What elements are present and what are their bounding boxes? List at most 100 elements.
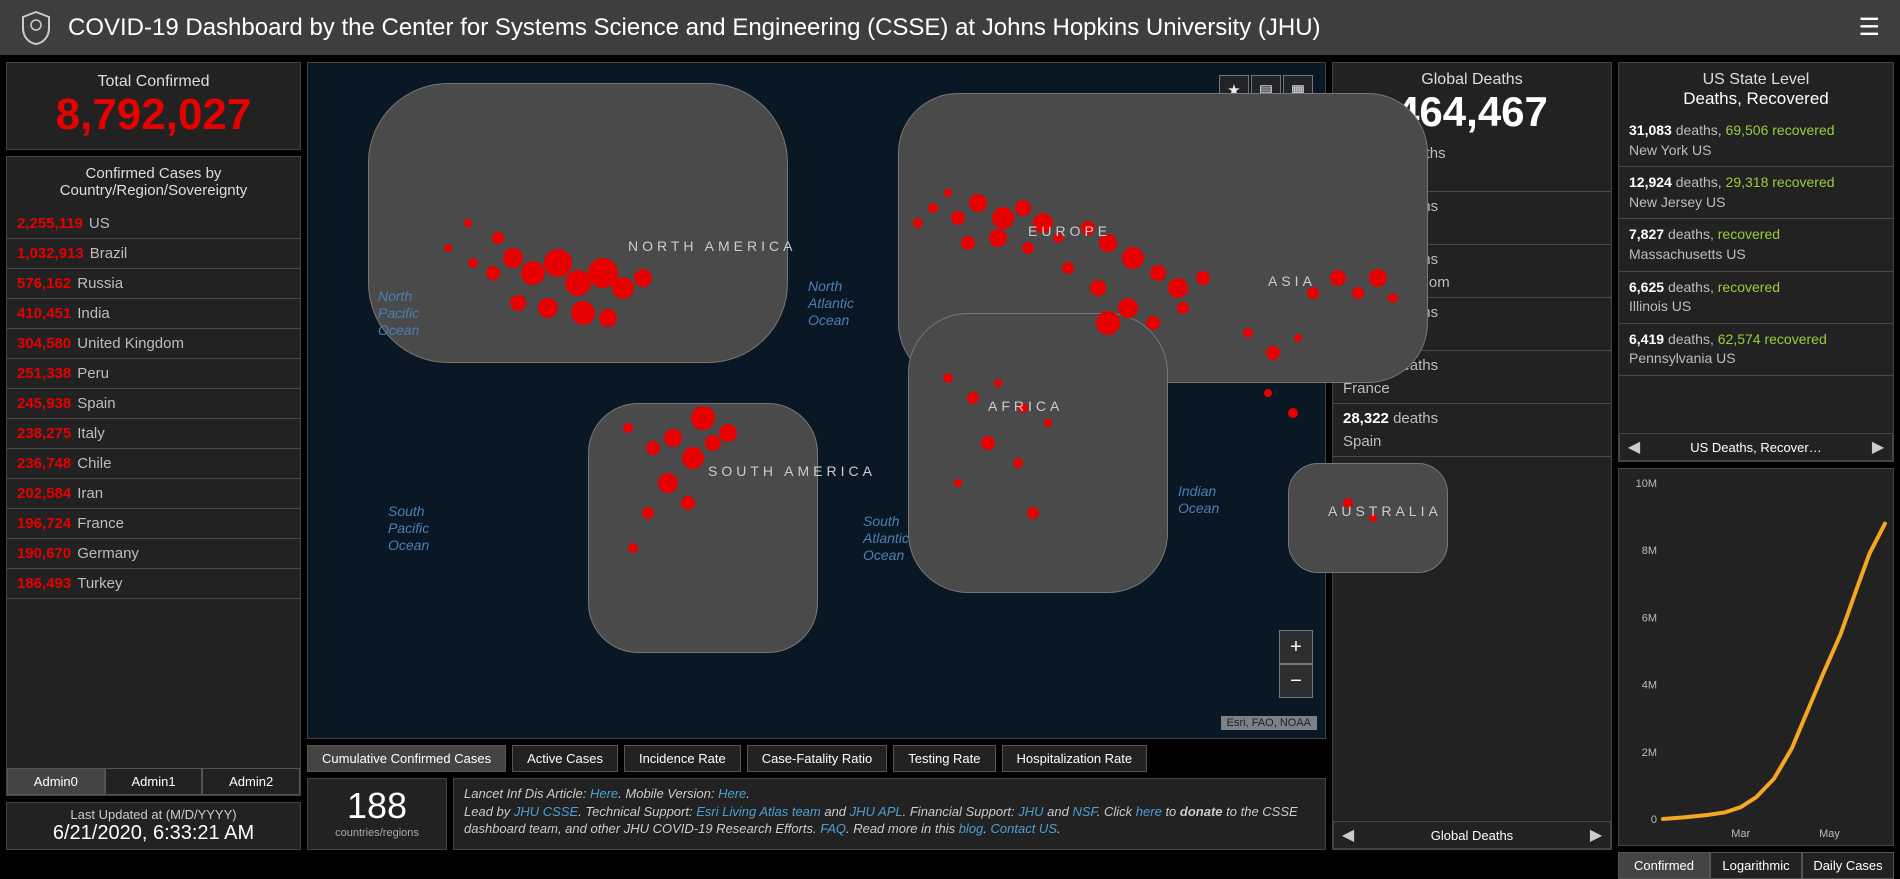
svg-text:4M: 4M [1642,680,1657,692]
zoom-in-button[interactable]: + [1279,630,1313,664]
cases-chart: 02M4M6M8M10MMarMay [1618,468,1894,846]
chart-tabs: ConfirmedLogarithmicDaily Cases [1618,852,1894,879]
country-row[interactable]: 190,670 Germany [7,539,300,569]
credits-row: 188 countries/regions Lancet Inf Dis Art… [307,778,1326,850]
timestamp-panel: Last Updated at (M/D/YYYY) 6/21/2020, 6:… [6,802,301,850]
country-name: Spain [1343,433,1381,450]
world-map[interactable]: ★ ▤ ▦ + − Esri, FAO, NOAA NORTH AMERICAE… [307,62,1326,739]
timestamp-value: 6/21/2020, 6:33:21 AM [7,822,300,845]
state-name: New Jersey US [1629,193,1883,213]
header: COVID-19 Dashboard by the Center for Sys… [0,0,1900,56]
case-count: 196,724 [17,515,71,532]
state-row[interactable]: 31,083 deaths, 69,506 recoveredNew York … [1619,115,1893,167]
chart-tab[interactable]: Confirmed [1618,852,1710,879]
country-name: Italy [77,425,105,442]
country-row[interactable]: 410,451 India [7,299,300,329]
country-name: Spain [77,395,115,412]
death-count: 6,419 [1629,331,1664,347]
country-name: France [77,515,124,532]
menu-icon[interactable]: ☰ [1858,13,1880,42]
country-name: Brazil [90,245,128,262]
chevron-left-icon[interactable]: ◀ [1620,437,1648,457]
country-name: Germany [77,545,139,562]
death-count: 31,083 [1629,122,1672,138]
admin-tab[interactable]: Admin1 [105,768,203,795]
countries-list[interactable]: 2,255,119 US1,032,913 Brazil576,162 Russ… [7,209,300,768]
case-count: 236,748 [17,455,71,472]
chart-tab[interactable]: Daily Cases [1802,852,1894,879]
country-row[interactable]: 196,724 France [7,509,300,539]
map-layer-tab[interactable]: Hospitalization Rate [1002,745,1148,772]
country-row[interactable]: 238,275 Italy [7,419,300,449]
countries-count-value: 188 [314,785,440,827]
state-chart-column: US State Level Deaths, Recovered 31,083 … [1618,62,1894,850]
total-confirmed-value: 8,792,027 [19,91,288,139]
state-row[interactable]: 12,924 deaths, 29,318 recoveredNew Jerse… [1619,167,1893,219]
admin-tab[interactable]: Admin2 [202,768,300,795]
land-mass [588,403,818,653]
svg-text:Mar: Mar [1731,828,1750,840]
main: Total Confirmed 8,792,027 Confirmed Case… [0,56,1900,856]
svg-text:0: 0 [1651,814,1657,826]
map-layer-tab[interactable]: Cumulative Confirmed Cases [307,745,506,772]
case-count: 304,580 [17,335,71,352]
country-row[interactable]: 304,580 United Kingdom [7,329,300,359]
case-count: 1,032,913 [17,245,84,262]
map-layer-tab[interactable]: Incidence Rate [624,745,741,772]
case-count: 576,162 [17,275,71,292]
state-row[interactable]: 7,827 deaths, recoveredMassachusetts US [1619,219,1893,271]
state-name: Illinois US [1629,297,1883,317]
death-count: 7,827 [1629,226,1664,242]
states-list[interactable]: 31,083 deaths, 69,506 recoveredNew York … [1619,115,1893,433]
map-layer-tab[interactable]: Case-Fatality Ratio [747,745,888,772]
country-row[interactable]: 245,938 Spain [7,389,300,419]
timestamp-label: Last Updated at (M/D/YYYY) [7,807,300,822]
country-name: Peru [77,365,109,382]
country-row[interactable]: 202,584 Iran [7,479,300,509]
country-row[interactable]: 576,162 Russia [7,269,300,299]
country-name: United Kingdom [77,335,184,352]
state-nav: ◀ US Deaths, Recover… ▶ [1619,433,1893,461]
map-attribution: Esri, FAO, NOAA [1221,716,1317,730]
state-name: Massachusetts US [1629,245,1883,265]
left-column: Total Confirmed 8,792,027 Confirmed Case… [6,62,301,850]
chevron-right-icon[interactable]: ▶ [1864,437,1892,457]
chart-tab[interactable]: Logarithmic [1710,852,1802,879]
ocean-label: Indian Ocean [1178,483,1248,517]
country-row[interactable]: 1,032,913 Brazil [7,239,300,269]
death-count: 12,924 [1629,174,1672,190]
zoom-out-button[interactable]: − [1279,664,1313,698]
state-row[interactable]: 6,419 deaths, 62,574 recoveredPennsylvan… [1619,324,1893,376]
total-confirmed-panel: Total Confirmed 8,792,027 [6,62,301,150]
case-count: 238,275 [17,425,71,442]
country-row[interactable]: 236,748 Chile [7,449,300,479]
state-row[interactable]: 6,625 deaths, recoveredIllinois US [1619,272,1893,324]
map-layer-tabs: Cumulative Confirmed CasesActive CasesIn… [307,745,1326,772]
chevron-right-icon[interactable]: ▶ [1582,825,1610,845]
case-count: 251,338 [17,365,71,382]
svg-text:6M: 6M [1642,612,1657,624]
case-count: 186,493 [17,575,71,592]
death-count: 28,322 [1343,410,1389,427]
death-count: 6,625 [1629,279,1664,295]
land-mass [1288,463,1448,573]
country-row[interactable]: 186,493 Turkey [7,569,300,599]
country-row[interactable]: 2,255,119 US [7,209,300,239]
ocean-label: North Atlantic Ocean [808,278,878,328]
state-level-subtitle: Deaths, Recovered [1619,89,1893,109]
deaths-nav: ◀ Global Deaths ▶ [1333,821,1611,849]
death-row[interactable]: 28,322 deathsSpain [1333,404,1611,457]
case-count: 2,255,119 [17,215,83,232]
map-layer-tab[interactable]: Testing Rate [893,745,995,772]
state-name: Pennsylvania US [1629,349,1883,369]
global-deaths-title: Global Deaths [1333,71,1611,89]
chevron-left-icon[interactable]: ◀ [1334,825,1362,845]
admin-tab[interactable]: Admin0 [7,768,105,795]
country-row[interactable]: 251,338 Peru [7,359,300,389]
center-column: ★ ▤ ▦ + − Esri, FAO, NOAA NORTH AMERICAE… [307,62,1326,850]
map-layer-tab[interactable]: Active Cases [512,745,618,772]
country-name: Turkey [77,575,122,592]
country-name: Russia [77,275,123,292]
countries-count-panel: 188 countries/regions [307,778,447,850]
svg-text:8M: 8M [1642,545,1657,557]
